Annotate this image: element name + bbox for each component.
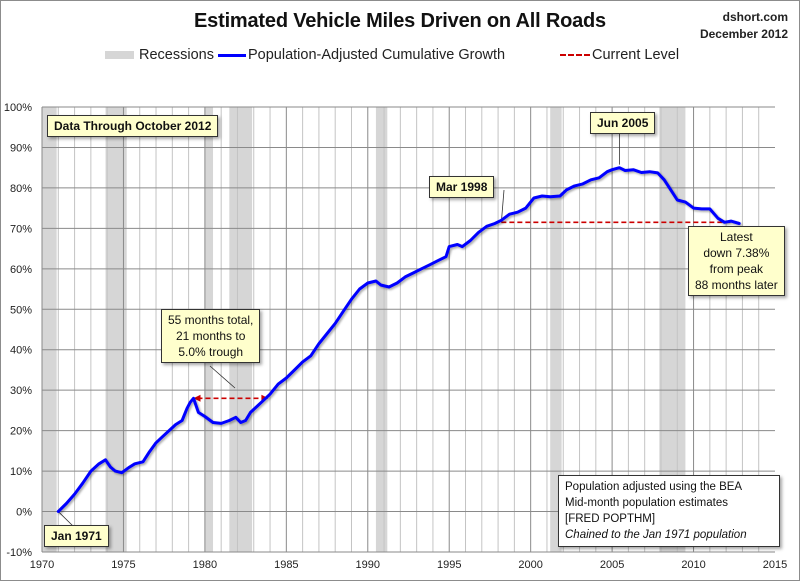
y-tick-label: 50%	[10, 304, 32, 316]
trough-note-line: 5.0% trough	[178, 345, 244, 359]
legend-label-current-level: Current Level	[592, 47, 680, 63]
annotation-leader	[500, 189, 505, 223]
trough-span-arrow-left	[193, 394, 201, 402]
y-tick-label: 30%	[10, 385, 32, 397]
y-tick-label: 90%	[10, 142, 32, 154]
population-note-line: Population adjusted using the BEA	[565, 481, 743, 493]
y-tick-label: 0%	[16, 507, 32, 519]
latest-note-line: from peak	[709, 262, 764, 276]
population-note-line: Mid-month population estimates	[565, 497, 728, 509]
y-tick-label: 60%	[10, 264, 32, 276]
x-tick-label: 1990	[356, 559, 380, 571]
y-tick-label: 100%	[4, 102, 32, 114]
x-tick-label: 2000	[518, 559, 542, 571]
annotation-trough-note: 55 months total, 21 months to 5.0% troug…	[161, 309, 261, 363]
chart-legend: Recessions Population-Adjusted Cumulativ…	[0, 47, 800, 67]
annotation-latest-note: Latest down 7.38% from peak 88 months la…	[688, 226, 785, 296]
population-note: Population adjusted using the BEA Mid-mo…	[558, 475, 780, 547]
annotation-jan-1971: Jan 1971	[44, 525, 109, 547]
chart-title: Estimated Vehicle Miles Driven on All Ro…	[194, 10, 606, 32]
population-note-italic: Chained to the Jan 1971 population	[565, 529, 747, 541]
x-tick-label: 1995	[437, 559, 461, 571]
trough-note-line: 55 months total,	[168, 313, 254, 327]
latest-note-line: down 7.38%	[703, 246, 770, 260]
legend-label-recessions: Recessions	[139, 47, 214, 63]
annotation-jun-2005: Jun 2005	[590, 112, 656, 134]
y-tick-label: 20%	[10, 426, 32, 438]
y-tick-label: 40%	[10, 345, 32, 357]
recession-band	[42, 107, 57, 552]
source-credit: dshort.com December 2012	[700, 9, 788, 43]
x-tick-label: 2015	[763, 559, 787, 571]
legend-label-growth: Population-Adjusted Cumulative Growth	[248, 47, 506, 63]
x-tick-label: 2005	[600, 559, 624, 571]
annotation-mar-1998: Mar 1998	[429, 176, 495, 198]
latest-note-line: Latest	[720, 230, 753, 244]
recession-band	[105, 107, 127, 552]
legend-swatch-growth	[218, 53, 246, 57]
y-tick-label: 10%	[10, 466, 32, 478]
legend-swatch-recessions	[105, 51, 134, 59]
legend-swatch-current-level	[560, 54, 590, 56]
y-tick-label: 70%	[10, 223, 32, 235]
legend-item-growth: Population-Adjusted Cumulative Growth	[218, 47, 505, 63]
annotation-leader	[58, 511, 75, 528]
recession-band	[550, 107, 562, 552]
latest-note-line: 88 months later	[695, 278, 778, 292]
source-site: dshort.com	[722, 10, 788, 24]
annotation-leader	[209, 365, 236, 389]
x-tick-label: 1985	[274, 559, 298, 571]
legend-item-recessions: Recessions	[105, 47, 214, 63]
x-tick-label: 1975	[111, 559, 135, 571]
source-date: December 2012	[699, 27, 788, 41]
y-tick-label: -10%	[6, 547, 32, 559]
x-tick-label: 1970	[30, 559, 54, 571]
trough-note-line: 21 months to	[176, 329, 246, 343]
recession-band	[375, 107, 388, 552]
x-tick-label: 2010	[681, 559, 705, 571]
y-tick-label: 80%	[10, 183, 32, 195]
x-tick-label: 1980	[193, 559, 217, 571]
data-through-label: Data Through October 2012	[47, 115, 219, 137]
population-note-line: [FRED POPTHM]	[565, 513, 656, 525]
legend-item-current-level: Current Level	[560, 47, 679, 63]
